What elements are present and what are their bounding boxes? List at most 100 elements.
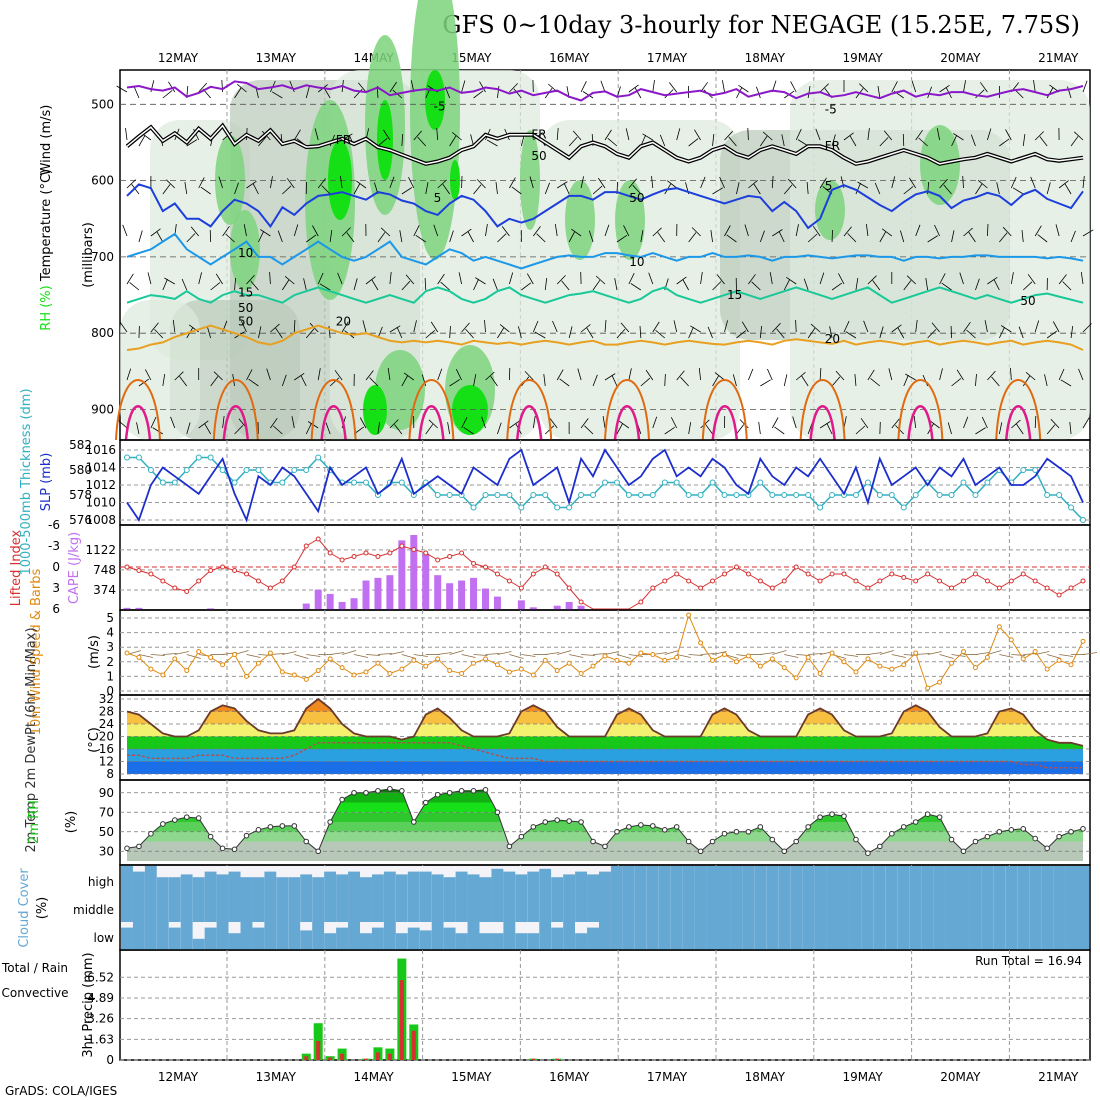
lifted-point [757,578,763,584]
wind-barb [600,80,606,93]
rh2m-point [160,821,166,827]
temp-tick-label: 28 [99,705,114,719]
wind-barb [473,374,477,387]
wind-barb [184,182,188,195]
wind-barb [903,280,912,291]
cloud-cell [180,922,193,950]
cloud-cell [670,922,683,950]
cloud-cell [742,894,755,922]
cape-bar [135,607,143,610]
wind-barb [790,81,797,93]
cloud-cell [467,894,480,922]
wind10-point [602,653,608,659]
dewpt2m-line [127,742,1083,769]
wind-barb [154,329,164,339]
thickness-point [960,479,967,486]
cloud-cell [957,866,970,894]
wind-barb [640,377,651,387]
wind-barb [270,323,280,333]
wind-barb [580,176,584,189]
isotherm-25 [310,379,357,441]
cloud-cell [1041,922,1054,950]
wind-barb [383,129,391,141]
lifted-point [399,543,405,549]
isotherm-line [126,80,1084,102]
lifted-point [984,578,990,584]
lifted-point [578,599,584,605]
date-label-top: 21MAY [1038,51,1079,65]
thickness-point [255,467,262,473]
wind-barb [673,320,678,333]
wind-barb [1058,180,1069,189]
wind-barb [222,416,225,429]
wind-tick-label: 1 [106,669,114,683]
lifted-point [136,568,142,573]
thickness-point [637,492,644,498]
wind-barb [473,90,484,99]
wind-barb [1070,136,1079,147]
rh2m-point [1044,845,1050,852]
wind-barb [243,224,247,237]
thickness-point [793,492,800,498]
cloud-level-label: high [88,875,114,889]
lifted-point [805,571,811,577]
wind10-point [614,657,620,663]
wind-barb [676,276,687,285]
wind-tick-label: 3 [106,640,114,654]
cloud-cell [1005,894,1018,922]
wind-barb [314,128,319,141]
cloud-cell [407,927,420,950]
lifted-point [674,571,680,577]
wind-barb [939,273,946,285]
thickness-point [864,479,871,486]
lifted-point [913,578,919,584]
wind-barb [440,281,450,291]
wind-barb [509,272,514,285]
wind-tick-label: 0 [106,684,114,698]
lifted-point [518,585,524,591]
wind10-barb [330,652,345,655]
lifted-tick-label: 0 [52,560,60,574]
wind10-point [662,657,668,663]
cloud-cell [945,866,958,894]
wind-barb [1046,182,1051,195]
wind-barb [652,80,655,93]
wind-tick-label: 5 [106,611,114,625]
rh2m-point [315,848,322,855]
wind-barb [1046,424,1056,435]
wind-barb [1073,131,1084,141]
wind-barb [1016,423,1024,435]
wind-barb [399,230,403,243]
date-label-bottom: 17MAY [647,1070,688,1084]
wind-barb [1044,374,1048,387]
isotherm-label: 10 [238,246,253,260]
wind10-point [291,672,297,678]
cloud-cell [575,933,588,950]
wind-barb [1058,368,1065,381]
rh-bands [127,788,1083,861]
wind-barb [353,278,358,291]
thickness-point [578,492,585,498]
lifted-point [363,550,369,556]
thickness-point [207,454,214,461]
cloud-cell [264,871,277,894]
wind-barb [891,324,902,333]
lifted-point [148,571,154,577]
wind-barb [210,282,221,291]
ylabel-precip-total: Total / Rain [1,961,68,975]
wind10-barb [808,653,823,655]
wind-barb [860,417,869,429]
wind-barb [341,321,349,333]
rh2m-point [650,823,656,829]
cloud-cell [503,894,516,922]
wind-barb [455,369,462,381]
wind-barb [275,327,283,339]
wind-barb [325,422,331,435]
cloud-cell [873,922,886,950]
rh2m-point [351,789,357,796]
rh2m-point [924,811,931,818]
thickness-point [829,492,836,498]
wind-barb [879,231,887,243]
precip-conv-bar [328,1057,333,1060]
cloud-cell [1077,894,1089,922]
